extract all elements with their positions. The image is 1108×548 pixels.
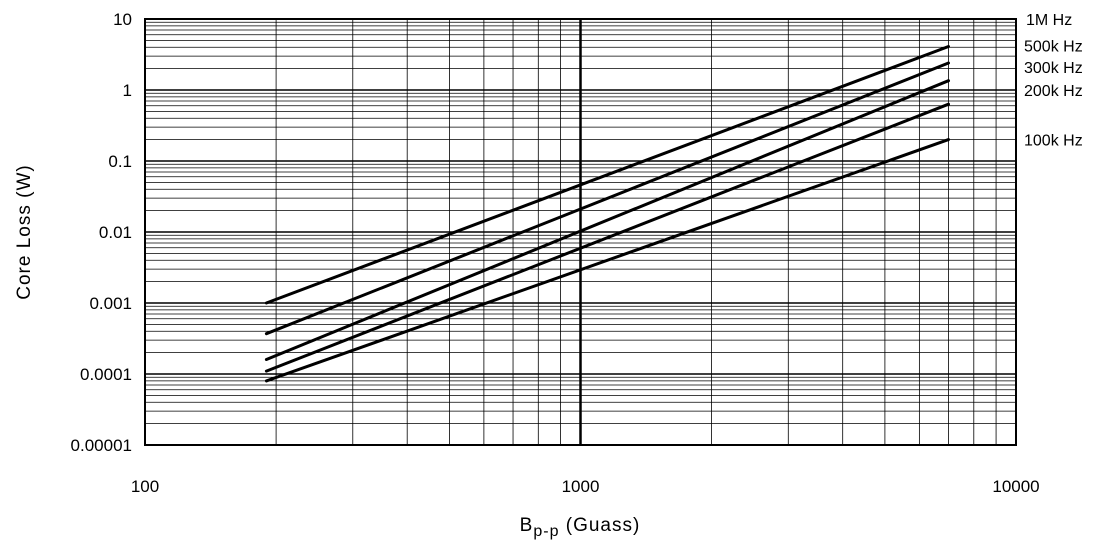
series-labels: 1M Hz 500k Hz 300k Hz 200k Hz 100k Hz bbox=[1024, 12, 1083, 150]
x-tick-labels: 100 1000 10000 bbox=[131, 477, 1040, 496]
y-tick-label: 0.001 bbox=[89, 294, 132, 313]
series-label-2: 500k Hz bbox=[1024, 39, 1083, 56]
series-line-4 bbox=[264, 102, 950, 373]
y-axis-title: Core Loss (W) bbox=[14, 164, 35, 299]
series-label-1: 1M Hz bbox=[1026, 12, 1072, 29]
y-tick-label: 1 bbox=[123, 81, 132, 100]
x-tick-label: 10000 bbox=[992, 477, 1039, 496]
y-tick-label: 0.0001 bbox=[80, 365, 132, 384]
series-line-1 bbox=[264, 45, 950, 305]
y-tick-label: 0.00001 bbox=[71, 436, 132, 455]
plot-frame bbox=[144, 18, 1017, 446]
series-label-5: 100k Hz bbox=[1024, 133, 1083, 150]
y-tick-label: 10 bbox=[113, 10, 132, 29]
x-tick-label: 1000 bbox=[562, 477, 600, 496]
series-label-4: 200k Hz bbox=[1024, 83, 1083, 100]
y-tick-labels: 0.00001 0.0001 0.001 0.01 0.1 1 10 bbox=[71, 10, 132, 455]
series-line-5 bbox=[264, 138, 950, 383]
y-tick-label: 0.1 bbox=[108, 152, 132, 171]
series-line-2 bbox=[264, 61, 950, 336]
series-line-3 bbox=[264, 79, 950, 361]
series-lines bbox=[264, 45, 950, 383]
y-tick-label: 0.01 bbox=[99, 223, 132, 242]
x-axis-title: Bp-p (Guass) bbox=[520, 515, 641, 540]
series-label-3: 300k Hz bbox=[1024, 60, 1083, 77]
x-tick-label: 100 bbox=[131, 477, 159, 496]
